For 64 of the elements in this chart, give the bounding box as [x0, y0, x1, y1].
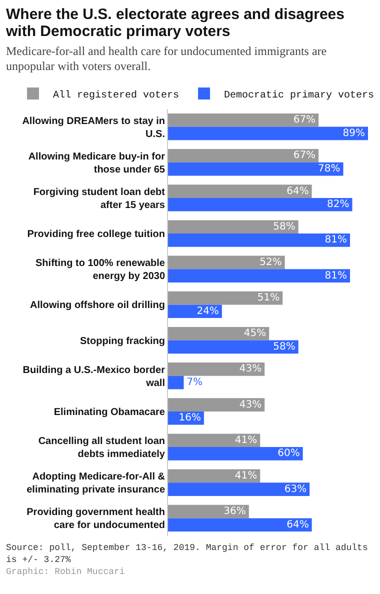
y-tick-label: Allowing offshore oil drilling: [30, 300, 165, 312]
y-tick-label: Building a U.S.-Mexico border wall: [22, 364, 166, 389]
data-label: 60%: [278, 448, 300, 460]
bar: [168, 234, 350, 247]
bar: [168, 447, 303, 460]
data-label: 36%: [224, 506, 246, 518]
legend-label: Democratic primary voters: [224, 89, 374, 102]
data-label: 89%: [342, 128, 365, 139]
y-tick-label: Adopting Medicare-for-All & eliminating private insurance: [26, 472, 166, 496]
data-label: 58%: [273, 221, 296, 232]
bar: [168, 256, 285, 270]
data-label: 7%: [186, 377, 203, 388]
data-label: 43%: [239, 364, 262, 375]
bar: [168, 269, 350, 282]
data-label: 58%: [273, 341, 296, 352]
y-tick-label: Stopping fracking: [80, 336, 165, 347]
bar: [168, 126, 368, 140]
data-label: 63%: [284, 484, 307, 495]
data-label: 52%: [260, 256, 282, 268]
text: Graphic: Robin Muccari: [6, 566, 126, 578]
data-label: 41%: [234, 470, 258, 482]
bar: [168, 291, 283, 305]
data-label: 64%: [286, 519, 309, 530]
y-tick-label: Eliminating Obamacare: [54, 406, 166, 418]
data-label: 67%: [293, 150, 316, 162]
bar: [168, 198, 352, 212]
bar: [168, 149, 319, 162]
data-label: 82%: [327, 199, 350, 210]
data-label: 41%: [234, 434, 258, 446]
bar: [168, 398, 265, 412]
bar: [168, 113, 319, 127]
bar: [168, 326, 270, 340]
data-label: 24%: [196, 306, 219, 317]
y-tick-label: Cancelling all student loan debts immediately: [38, 436, 166, 460]
data-label: 67%: [293, 114, 316, 126]
data-label: 81%: [324, 270, 348, 282]
bar: [168, 482, 310, 496]
y-tick-label: Allowing Medicare buy-in for those under 65: [28, 151, 166, 176]
bar: [168, 184, 312, 198]
legend-label: All registered voters: [53, 89, 180, 102]
bar: [168, 220, 298, 234]
bar: [168, 304, 222, 318]
source-note: Source: poll, September 13-16, 2019. Margin of error for all adults is +/- 3.27%: [6, 542, 369, 566]
y-tick-label: Providing government health care for undocumented: [26, 507, 165, 532]
data-label: 81%: [324, 234, 348, 246]
data-label: 78%: [318, 164, 340, 175]
data-label: 16%: [178, 412, 201, 424]
bar: [168, 376, 184, 390]
data-label: 64%: [286, 186, 309, 197]
bar: [168, 469, 260, 483]
bar: [168, 434, 260, 448]
chart-title: Where the U.S. electorate agrees and disagrees with Democratic primary voters: [5, 5, 346, 40]
y-tick-label: Providing free college tuition: [27, 229, 165, 240]
bar: [168, 162, 344, 176]
data-label: 43%: [239, 399, 262, 410]
chart-subtitle: Medicare-for-all and health care for undocumented immigrants are unpopular with voters overall.: [5, 43, 328, 74]
data-label: 45%: [244, 328, 266, 340]
bar: [168, 362, 265, 376]
data-label: 51%: [257, 292, 280, 304]
y-tick-label: Allowing DREAMers to stay in U.S.: [22, 116, 166, 140]
bar: [168, 518, 312, 532]
bar: [168, 340, 298, 354]
y-tick-label: Forgiving student loan debt after 15 years: [33, 186, 166, 211]
y-tick-label: Shifting to 100% renewable energy by 2030: [36, 258, 166, 282]
